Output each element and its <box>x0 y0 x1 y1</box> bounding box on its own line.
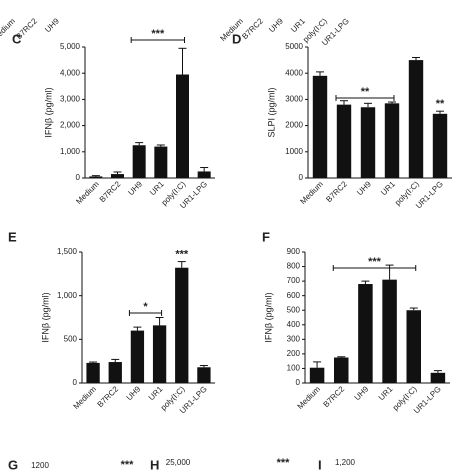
x-tick-label: Medium <box>72 384 99 411</box>
x-tick-label: UR1 <box>289 16 307 34</box>
y-tick-label: 0 <box>299 173 304 182</box>
x-tick-label: B7RC2 <box>240 16 265 41</box>
significance: * <box>143 301 148 313</box>
y-tick-label: 3,000 <box>60 95 81 104</box>
bar <box>382 279 397 383</box>
bar <box>130 330 145 383</box>
bar <box>430 372 446 383</box>
significance: *** <box>151 28 165 40</box>
y-tick-label: 5,000 <box>60 42 81 51</box>
y-tick-label: 5000 <box>285 42 303 51</box>
bar <box>334 357 349 383</box>
y-axis-label: IFNβ (pg/ml) <box>40 292 50 342</box>
x-tick-label: UR1 <box>147 384 165 402</box>
y-tick-label: 400 <box>287 320 301 329</box>
significance: ** <box>361 86 370 98</box>
bar <box>336 104 352 178</box>
bar <box>432 113 448 178</box>
panel-letter: E <box>8 229 17 244</box>
x-tick-label: UR1 <box>148 179 166 197</box>
fragment-text: 1200 <box>31 461 49 470</box>
y-axis-label: IFNβ (pg/ml) <box>43 87 53 137</box>
bar <box>360 107 376 178</box>
x-tick-label: B7RC2 <box>98 179 123 204</box>
bar <box>384 103 400 178</box>
y-tick-label: 3000 <box>285 95 303 104</box>
bar <box>197 367 211 383</box>
bar <box>197 171 211 178</box>
y-tick-label: 1,500 <box>57 247 78 256</box>
bar <box>408 60 424 178</box>
x-tick-label: B7RC2 <box>324 179 349 204</box>
bar <box>175 267 189 383</box>
x-tick-label: B7RC2 <box>322 384 347 409</box>
x-tick-label: UR1 <box>379 179 397 197</box>
y-axis-label: SLPI (pg/ml) <box>266 87 276 137</box>
bar <box>86 362 100 383</box>
x-tick-label: UH9 <box>267 16 285 34</box>
y-tick-label: 800 <box>287 262 301 271</box>
y-tick-label: 600 <box>287 291 301 300</box>
fragment-text: 25,000 <box>166 458 191 467</box>
significance: ** <box>436 98 445 110</box>
significance: *** <box>368 256 382 268</box>
bar <box>312 75 328 178</box>
x-tick-label: Medium <box>298 179 325 206</box>
panel-letter: G <box>8 457 18 472</box>
y-tick-label: 500 <box>287 305 301 314</box>
y-tick-label: 2000 <box>285 121 303 130</box>
y-tick-label: 0 <box>73 378 78 387</box>
y-tick-label: 100 <box>287 364 301 373</box>
x-tick-label: UH9 <box>353 384 371 402</box>
fragment-text: *** <box>121 459 135 471</box>
y-tick-label: 900 <box>287 247 301 256</box>
y-tick-label: 700 <box>287 276 301 285</box>
panel-letter: F <box>262 229 270 244</box>
panel-letter: I <box>318 457 322 472</box>
y-tick-label: 4,000 <box>60 68 81 77</box>
bar <box>406 310 421 383</box>
x-tick-label: Medium <box>74 179 101 206</box>
bar <box>176 74 189 178</box>
panel-letter: C <box>12 31 22 46</box>
y-tick-label: 300 <box>287 334 301 343</box>
y-tick-label: 0 <box>296 378 301 387</box>
y-tick-label: 1000 <box>285 147 303 156</box>
x-tick-label: UH9 <box>43 16 61 34</box>
y-tick-label: 200 <box>287 349 301 358</box>
bar <box>152 325 167 383</box>
bar <box>309 367 325 383</box>
bar <box>358 284 373 383</box>
x-tick-label: UH9 <box>125 384 143 402</box>
bar <box>89 176 103 178</box>
y-axis-label: IFNβ (pg/ml) <box>263 292 273 342</box>
x-tick-label: B7RC2 <box>96 384 121 409</box>
x-tick-label: UH9 <box>355 179 373 197</box>
panel-letter: H <box>150 457 159 472</box>
fragment-text: *** <box>277 457 291 469</box>
significance: *** <box>175 249 189 261</box>
bar <box>111 174 124 178</box>
y-tick-label: 500 <box>64 334 78 343</box>
x-tick-label: Medium <box>296 384 323 411</box>
panel-letter: D <box>232 31 241 46</box>
x-tick-label: UR1 <box>377 384 395 402</box>
y-tick-label: 1,000 <box>57 291 78 300</box>
y-tick-label: 2,000 <box>60 121 81 130</box>
y-tick-label: 0 <box>76 173 81 182</box>
x-tick-label: B7RC2 <box>14 16 39 41</box>
bar <box>154 146 168 178</box>
bar <box>108 362 122 383</box>
x-tick-label: UH9 <box>126 179 144 197</box>
y-tick-label: 4000 <box>285 68 303 77</box>
bar <box>132 145 146 178</box>
y-tick-label: 1,000 <box>60 147 81 156</box>
fragment-text: 1,200 <box>335 458 356 467</box>
